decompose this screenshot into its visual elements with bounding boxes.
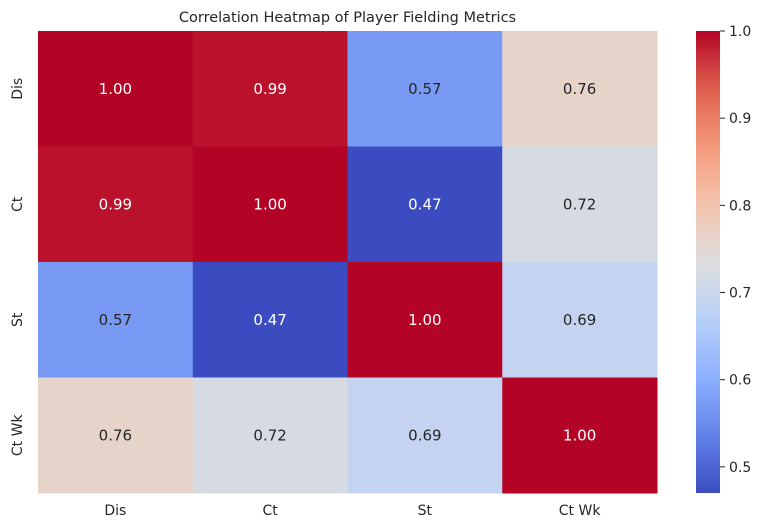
- x-tick-label: Ct: [262, 503, 278, 519]
- heatmap-cell-label: 1.00: [99, 80, 132, 98]
- heatmap-cell-label: 0.99: [99, 195, 132, 213]
- heatmap-cell: [502, 31, 658, 147]
- heatmap-cell: [347, 146, 503, 263]
- heatmap-cell: [502, 146, 658, 263]
- y-tick-label: Dis: [10, 78, 26, 100]
- x-tick-label: Ct Wk: [559, 503, 602, 519]
- heatmap-cell: [347, 31, 503, 147]
- heatmap-cell: [192, 262, 348, 378]
- heatmap-cell-label: 0.69: [563, 311, 596, 329]
- colorbar-tick-label: 0.9: [729, 111, 751, 127]
- chart-title: Correlation Heatmap of Player Fielding M…: [179, 10, 516, 26]
- heatmap-cell: [502, 262, 658, 378]
- heatmap-cell: [192, 146, 348, 263]
- heatmap-cell-label: 0.76: [563, 80, 596, 98]
- heatmap-cell-label: 0.76: [99, 426, 132, 444]
- heatmap-cell-label: 1.00: [408, 311, 441, 329]
- heatmap-cell-label: 0.69: [408, 426, 441, 444]
- heatmap-cell-label: 0.47: [253, 311, 286, 329]
- colorbar-tick-label: 0.6: [729, 373, 751, 389]
- heatmap-cell: [38, 262, 194, 378]
- x-tick-label: Dis: [104, 503, 126, 519]
- y-axis-ticks: Dis Ct St Ct Wk: [10, 78, 26, 456]
- heatmap-cell: [38, 377, 194, 494]
- heatmap-cell: [347, 377, 503, 494]
- colorbar-tick-label: 0.8: [729, 198, 751, 214]
- heatmap-cell-label: 0.99: [253, 80, 286, 98]
- heatmap-cells: [38, 31, 658, 494]
- y-tick-label: Ct: [10, 196, 26, 212]
- heatmap-cell: [192, 377, 348, 494]
- heatmap-cell-label: 1.00: [253, 195, 286, 213]
- colorbar-tick-label: 1.0: [729, 24, 751, 40]
- heatmap-cell-label: 1.00: [563, 426, 596, 444]
- heatmap-cell-label: 0.72: [563, 195, 596, 213]
- heatmap-cell-label: 0.57: [408, 80, 441, 98]
- colorbar-gradient: [696, 31, 720, 493]
- y-tick-label: St: [10, 312, 26, 327]
- heatmap-cell: [502, 377, 658, 494]
- heatmap-cell: [38, 31, 194, 147]
- colorbar-ticks: 0.5 0.6 0.7 0.8 0.9 1.0: [720, 24, 751, 476]
- x-tick-label: St: [418, 503, 433, 519]
- heatmap-cell-labels: 1.00 0.99 0.57 0.76 0.99 1.00 0.47 0.72 0.57 0.47…: [99, 80, 597, 445]
- colorbar-tick-label: 0.7: [729, 286, 751, 302]
- heatmap-cell: [347, 262, 503, 378]
- heatmap-cell: [38, 146, 194, 263]
- heatmap-cell-label: 0.57: [99, 311, 132, 329]
- heatmap-cell: [192, 31, 348, 147]
- colorbar-tick-label: 0.5: [729, 460, 751, 476]
- heatmap-cell-label: 0.47: [408, 195, 441, 213]
- y-tick-label: Ct Wk: [10, 414, 26, 457]
- heatmap-cell-label: 0.72: [253, 426, 286, 444]
- x-axis-ticks: Dis Ct St Ct Wk: [104, 503, 601, 519]
- colorbar: 0.5 0.6 0.7 0.8 0.9 1.0: [696, 24, 751, 493]
